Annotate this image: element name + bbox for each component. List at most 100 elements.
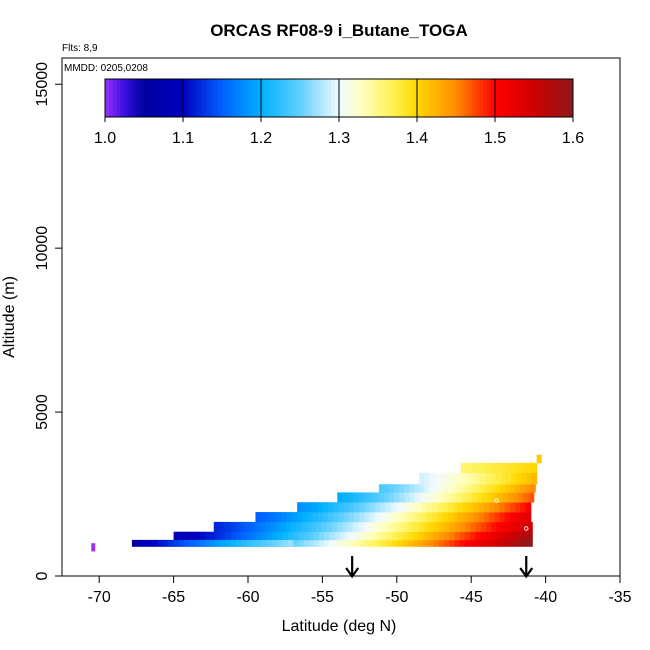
data-cell: [434, 484, 441, 493]
data-cell: [470, 472, 476, 485]
data-cell: [311, 521, 318, 533]
data-cell: [424, 472, 430, 485]
colorbar-segment: [475, 79, 480, 117]
data-cell: [412, 531, 419, 541]
data-cell: [499, 502, 506, 513]
x-tick-label: -55: [311, 589, 334, 606]
data-cell: [475, 472, 482, 485]
data-cell: [465, 462, 472, 474]
data-cell: [471, 492, 478, 503]
data-cell: [426, 512, 433, 523]
data-cell: [489, 484, 496, 493]
x-tick-label: -40: [534, 589, 557, 606]
data-cell: [369, 512, 376, 523]
data-cell: [376, 539, 383, 547]
dates-note: MMDD: 0205,0208: [64, 63, 148, 74]
data-cell: [461, 492, 468, 503]
data-cell: [480, 531, 487, 541]
colorbar-segment: [463, 79, 469, 117]
data-cell: [465, 472, 471, 485]
colorbar-segment: [428, 79, 434, 117]
colorbar-segment: [518, 79, 523, 117]
data-cell: [342, 521, 348, 533]
colorbar-segment: [569, 79, 574, 117]
colorbar-segment: [553, 79, 558, 117]
data-cell: [296, 512, 303, 523]
data-cell: [408, 521, 415, 533]
data-cell: [434, 472, 441, 485]
colorbar-segment: [159, 79, 164, 117]
location-arrow: [519, 556, 534, 579]
data-cell: [411, 502, 418, 513]
data-cell: [371, 539, 377, 547]
plot-frame: [61, 57, 621, 577]
data-cell: [307, 512, 314, 523]
data-cell: [501, 539, 507, 547]
data-cell: [449, 472, 456, 485]
colorbar-segment: [471, 79, 476, 117]
data-cell: [450, 521, 456, 533]
data-cell: [515, 484, 521, 493]
colorbar-segment: [307, 79, 313, 117]
data-cell: [443, 539, 450, 547]
colorbar-segment: [479, 79, 484, 117]
data-cell: [337, 492, 344, 503]
data-cell: [229, 521, 235, 533]
colorbar-segment: [514, 79, 519, 117]
data-cell: [469, 484, 476, 493]
data-cell: [204, 531, 211, 541]
data-cell: [321, 521, 328, 533]
data-cell: [429, 472, 436, 485]
data-cell: [188, 539, 195, 547]
location-arrow: [345, 556, 360, 579]
plot-layer: [91, 454, 542, 579]
data-cell: [220, 539, 226, 547]
data-cell: [348, 512, 355, 523]
colorbar-segment: [417, 79, 422, 117]
data-cell: [316, 521, 323, 533]
colorbar-segment: [124, 79, 129, 117]
data-cell: [199, 531, 206, 541]
data-cell: [409, 492, 416, 503]
data-cell: [213, 521, 220, 533]
data-cell: [449, 531, 455, 541]
data-cell: [301, 521, 307, 533]
data-cell: [225, 539, 232, 547]
data-cell: [494, 484, 501, 493]
data-cell: [385, 502, 392, 513]
data-cell: [362, 521, 369, 533]
colorbar-segment: [222, 79, 227, 117]
data-cell: [388, 492, 395, 503]
x-tick-label: -70: [88, 589, 111, 606]
colorbar-segment: [545, 79, 551, 117]
colorbar-segment: [483, 79, 488, 117]
colorbar-tick-label: 1.6: [562, 130, 584, 147]
data-cell: [359, 502, 366, 513]
data-cell: [291, 512, 298, 523]
colorbar-segment: [136, 79, 141, 117]
data-cell: [354, 502, 360, 513]
data-cell: [433, 531, 440, 541]
data-row: [460, 462, 538, 474]
colorbar-segment: [186, 79, 192, 117]
data-cell: [334, 539, 341, 547]
data-cell: [506, 531, 513, 541]
data-cell: [424, 521, 431, 533]
data-cell: [414, 492, 421, 503]
y-tick-label: 15000: [34, 62, 51, 107]
data-cell: [342, 492, 349, 503]
data-cell: [333, 512, 340, 523]
data-cell: [506, 539, 513, 547]
data-cell: [444, 521, 451, 533]
data-cell: [363, 492, 369, 503]
data-cell: [507, 492, 514, 503]
data-cell: [516, 539, 523, 547]
data-cell: [245, 539, 252, 547]
colorbar-segment: [537, 79, 543, 117]
colorbar-segment: [565, 79, 570, 117]
data-cell: [360, 531, 367, 541]
data-cell: [324, 531, 331, 541]
colorbar-segment: [202, 79, 207, 117]
colorbar-segment: [183, 79, 188, 117]
